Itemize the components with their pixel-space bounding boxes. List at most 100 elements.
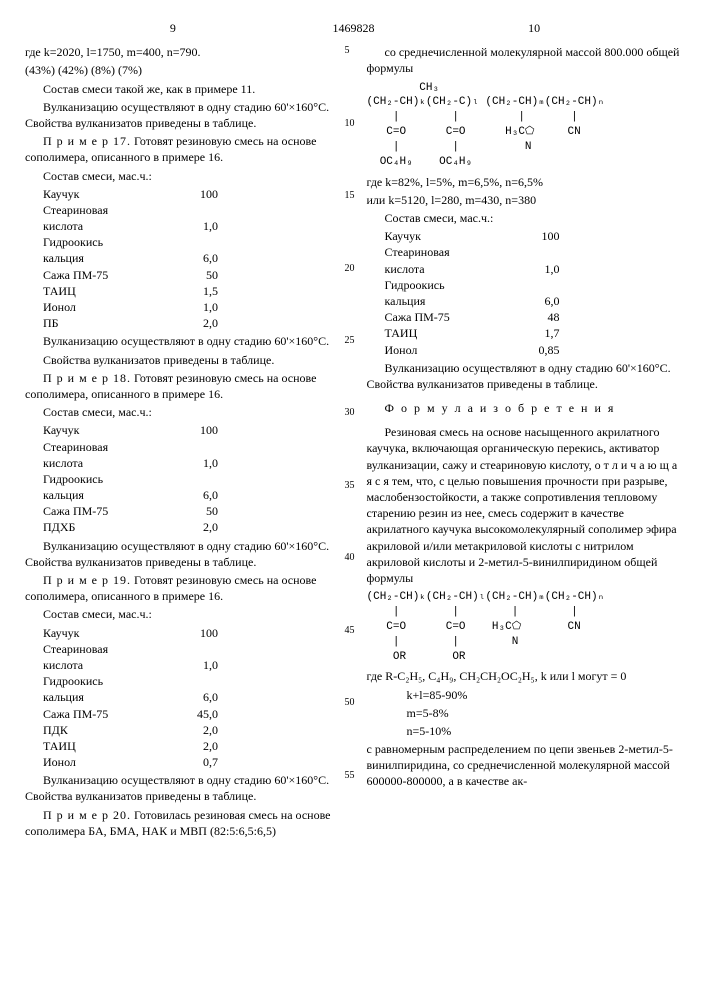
row-label: кислота	[385, 261, 500, 277]
line-number: 55	[345, 769, 363, 841]
table-18: Каучук100Стеариноваякислота1,0Гидроокись…	[43, 422, 345, 535]
row-value: 100	[500, 228, 560, 244]
page-header: 9 1469828 10	[25, 20, 682, 36]
para: Вулканизацию осуществляют в одну стадию …	[367, 360, 683, 392]
row-label: Каучук	[43, 422, 158, 438]
row-value: 1,0	[500, 261, 560, 277]
table-row: Ионол1,0	[43, 299, 345, 315]
row-value: 6,0	[158, 689, 218, 705]
ex-hdr: П р и м е р 18.	[43, 371, 131, 385]
doc-number: 1469828	[321, 20, 387, 36]
line-number: 15	[345, 189, 363, 261]
row-label: Гидроокись	[43, 673, 158, 689]
table-row: ПДК2,0	[43, 722, 345, 738]
row-value: 2,0	[158, 722, 218, 738]
row-label: Каучук	[385, 228, 500, 244]
table-row: Сажа ПМ-7550	[43, 267, 345, 283]
eq: n=5-10%	[367, 723, 683, 739]
row-value: 6,0	[158, 250, 218, 266]
row-label: ТАИЦ	[43, 283, 158, 299]
example-18: П р и м е р 18. Готовят резиновую смесь …	[25, 370, 345, 402]
table-row: кальция6,0	[43, 689, 345, 705]
table-row: Ионол0,7	[43, 754, 345, 770]
row-value: 1,0	[158, 657, 218, 673]
table-row: ПБ2,0	[43, 315, 345, 331]
table-row: Стеариновая	[385, 244, 683, 260]
table-row: Каучук100	[43, 422, 345, 438]
row-label: Стеариновая	[43, 202, 158, 218]
page-num-left: 9	[25, 20, 321, 36]
row-label: Стеариновая	[43, 641, 158, 657]
line-number: 45	[345, 624, 363, 696]
line-number: 40	[345, 551, 363, 623]
table-row: ТАИЦ1,7	[385, 325, 683, 341]
table-20: Каучук100Стеариноваякислота1,0Гидроокись…	[385, 228, 683, 358]
row-value	[500, 277, 560, 293]
example-20: П р и м е р 20. Готовилась резиновая сме…	[25, 807, 345, 839]
row-value: 0,85	[500, 342, 560, 358]
kvalues: где k=82%, l=5%, m=6,5%, n=6,5%	[367, 174, 683, 190]
table-17: Каучук100Стеариноваякислота1,0Гидроокись…	[43, 186, 345, 332]
line-number: 35	[345, 479, 363, 551]
chem-formula-2: (CH₂-CH)ₖ(CH₂-CH)ₗ(CH₂-CH)ₘ(CH₂-CH)ₙ | |…	[367, 590, 683, 664]
row-value	[158, 439, 218, 455]
table-row: Стеариновая	[43, 641, 345, 657]
kvalues: где k=2020, l=1750, m=400, n=790.	[25, 44, 345, 60]
comp-header: Состав смеси, мас.ч.:	[367, 210, 683, 226]
eq: k+l=85-90%	[367, 687, 683, 703]
row-value: 6,0	[500, 293, 560, 309]
table-row: Сажа ПМ-7550	[43, 503, 345, 519]
table-row: Сажа ПМ-7548	[385, 309, 683, 325]
ex-hdr: П р и м е р 17.	[43, 134, 131, 148]
row-label: Стеариновая	[43, 439, 158, 455]
row-label: ПДК	[43, 722, 158, 738]
row-label: Гидроокись	[43, 234, 158, 250]
row-value: 2,0	[158, 519, 218, 535]
row-value: 1,0	[158, 218, 218, 234]
row-value: 45,0	[158, 706, 218, 722]
row-label: Сажа ПМ-75	[43, 267, 158, 283]
right-column: 510152025303540455055 со среднечисленной…	[363, 44, 683, 841]
row-label: Сажа ПМ-75	[43, 706, 158, 722]
table-row: Каучук100	[385, 228, 683, 244]
para: Состав смеси такой же, как в примере 11.	[25, 81, 345, 97]
chem-formula-1: CH₃ (CH₂-CH)ₖ(CH₂-C)ₗ (CH₂-CH)ₘ(CH₂-CH)ₙ…	[367, 81, 683, 170]
row-value: 48	[500, 309, 560, 325]
table-row: кальция6,0	[385, 293, 683, 309]
row-value: 2,0	[158, 738, 218, 754]
where-clause: где R-C₂H₅, C₄H₉, CH₂CH₂OC₂H₅, k или l м…	[367, 668, 683, 684]
row-value: 100	[158, 625, 218, 641]
table-row: кислота1,0	[43, 455, 345, 471]
comp-header: Состав смеси, мас.ч.:	[25, 168, 345, 184]
row-value: 50	[158, 267, 218, 283]
row-value	[158, 673, 218, 689]
row-label: Каучук	[43, 625, 158, 641]
line-number: 20	[345, 262, 363, 334]
para: Вулканизацию осуществляют в одну стадию …	[25, 538, 345, 570]
line-number: 25	[345, 334, 363, 406]
row-label: кальция	[385, 293, 500, 309]
row-value	[158, 202, 218, 218]
row-label: кислота	[43, 657, 158, 673]
table-row: ТАИЦ1,5	[43, 283, 345, 299]
para: с равномерным распределением по цепи зве…	[367, 741, 683, 790]
row-label: Сажа ПМ-75	[43, 503, 158, 519]
text-columns: где k=2020, l=1750, m=400, n=790. (43%) …	[25, 44, 682, 841]
line-number: 50	[345, 696, 363, 768]
row-label: ПДХБ	[43, 519, 158, 535]
row-label: кальция	[43, 689, 158, 705]
row-value: 100	[158, 186, 218, 202]
table-row: Каучук100	[43, 186, 345, 202]
table-row: кальция6,0	[43, 487, 345, 503]
para: Вулканизацию осуществляют в одну стадию …	[25, 333, 345, 349]
table-row: кислота1,0	[43, 218, 345, 234]
ex-hdr: П р и м е р 19.	[43, 573, 131, 587]
table-19: Каучук100Стеариноваякислота1,0Гидроокись…	[43, 625, 345, 771]
row-value: 1,0	[158, 299, 218, 315]
row-label: Стеариновая	[385, 244, 500, 260]
table-row: Гидроокись	[43, 471, 345, 487]
row-value	[158, 641, 218, 657]
row-label: кальция	[43, 250, 158, 266]
row-value: 0,7	[158, 754, 218, 770]
row-label: кальция	[43, 487, 158, 503]
